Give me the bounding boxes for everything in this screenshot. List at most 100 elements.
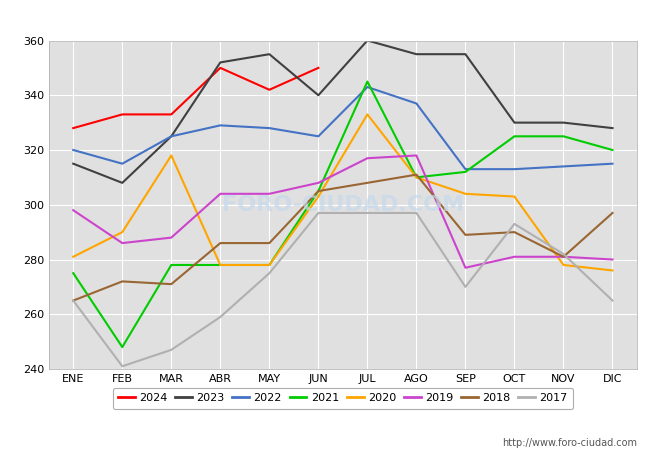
Line: 2020: 2020	[73, 114, 612, 270]
2017	[70, 298, 77, 303]
2022	[315, 134, 322, 139]
2019	[560, 254, 567, 260]
2023	[413, 51, 421, 57]
2020	[216, 262, 224, 268]
2021	[118, 344, 126, 350]
2021	[315, 189, 322, 194]
Line: 2018: 2018	[73, 175, 612, 301]
2018	[363, 180, 371, 185]
2021	[265, 262, 273, 268]
2023	[560, 120, 567, 126]
2019	[118, 240, 126, 246]
2023	[510, 120, 518, 126]
2022	[363, 84, 371, 90]
Text: FORO-CIUDAD.COM: FORO-CIUDAD.COM	[222, 195, 464, 215]
Line: 2023: 2023	[73, 40, 612, 183]
2022	[560, 164, 567, 169]
2024	[168, 112, 176, 117]
2017	[462, 284, 469, 290]
2018	[413, 172, 421, 177]
2020	[118, 230, 126, 235]
2020	[363, 112, 371, 117]
2017	[560, 252, 567, 257]
2021	[413, 175, 421, 180]
2024	[315, 65, 322, 71]
2021	[363, 79, 371, 84]
2020	[70, 254, 77, 260]
Line: 2022: 2022	[73, 87, 612, 169]
2018	[265, 240, 273, 246]
2019	[168, 235, 176, 240]
2023	[216, 60, 224, 65]
2019	[363, 156, 371, 161]
2022	[510, 166, 518, 172]
2023	[168, 134, 176, 139]
2018	[168, 281, 176, 287]
2024	[216, 65, 224, 71]
2018	[560, 254, 567, 260]
2022	[118, 161, 126, 166]
2024	[70, 126, 77, 131]
2019	[510, 254, 518, 260]
2021	[70, 270, 77, 276]
2017	[608, 298, 616, 303]
2022	[608, 161, 616, 166]
2021	[168, 262, 176, 268]
2023	[118, 180, 126, 185]
2017	[168, 347, 176, 352]
2019	[70, 207, 77, 213]
2023	[608, 126, 616, 131]
2017	[363, 210, 371, 216]
2023	[462, 51, 469, 57]
Text: http://www.foro-ciudad.com: http://www.foro-ciudad.com	[502, 438, 637, 448]
2019	[608, 257, 616, 262]
2017	[510, 221, 518, 227]
Line: 2017: 2017	[73, 213, 612, 366]
2020	[462, 191, 469, 197]
Line: 2024: 2024	[73, 68, 318, 128]
2017	[118, 364, 126, 369]
2018	[216, 240, 224, 246]
2023	[70, 161, 77, 166]
2020	[510, 194, 518, 199]
2019	[462, 265, 469, 270]
2024	[265, 87, 273, 93]
2021	[510, 134, 518, 139]
2022	[413, 101, 421, 106]
Text: Afiliados en Riópar a 31/5/2024: Afiliados en Riópar a 31/5/2024	[194, 11, 456, 30]
2018	[510, 230, 518, 235]
2020	[265, 262, 273, 268]
2017	[315, 210, 322, 216]
2021	[560, 134, 567, 139]
2019	[315, 180, 322, 185]
2017	[216, 314, 224, 319]
Line: 2019: 2019	[73, 156, 612, 268]
2017	[413, 210, 421, 216]
2020	[560, 262, 567, 268]
2022	[168, 134, 176, 139]
Line: 2021: 2021	[73, 81, 612, 347]
2018	[70, 298, 77, 303]
Legend: 2024, 2023, 2022, 2021, 2020, 2019, 2018, 2017: 2024, 2023, 2022, 2021, 2020, 2019, 2018…	[112, 388, 573, 409]
2021	[608, 147, 616, 153]
2018	[462, 232, 469, 238]
2023	[363, 38, 371, 43]
2018	[315, 189, 322, 194]
2020	[168, 153, 176, 158]
2018	[118, 279, 126, 284]
2020	[413, 175, 421, 180]
2022	[216, 123, 224, 128]
2023	[265, 51, 273, 57]
2022	[265, 126, 273, 131]
2023	[315, 93, 322, 98]
2021	[462, 169, 469, 175]
2019	[216, 191, 224, 197]
2022	[70, 147, 77, 153]
2020	[315, 194, 322, 199]
2020	[608, 268, 616, 273]
2021	[216, 262, 224, 268]
2018	[608, 210, 616, 216]
2022	[462, 166, 469, 172]
2024	[118, 112, 126, 117]
2019	[265, 191, 273, 197]
